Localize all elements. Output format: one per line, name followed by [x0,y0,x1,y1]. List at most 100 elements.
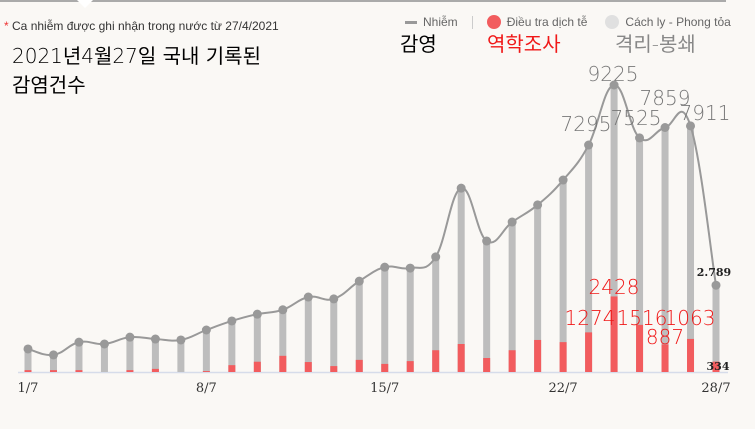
overlay-title-1: 2021년4월27일 국내 기록된 [12,44,261,68]
top-rule [0,0,726,2]
epi-data-label: 1274 [565,306,616,330]
infected-bar [304,297,312,372]
epi-data-label: 2428 [589,275,640,299]
epi-bar [24,370,32,372]
overlay-legend-quarantine: 격리-봉쇄 [615,32,696,56]
epi-bar [330,366,338,372]
infected-bar [457,188,465,372]
infected-point [507,217,517,227]
epi-data-label: 1516 [617,306,668,330]
epi-bar [712,361,720,372]
epi-data-label: 1063 [665,306,716,330]
epi-bar [279,355,287,372]
infected-bar [661,127,669,373]
infected-bar [126,337,134,372]
infected-bar [253,314,261,372]
infected-point [533,200,543,210]
legend-quarantine[interactable]: Cách ly - Phong tỏa [625,15,731,29]
infected-point [278,305,288,315]
x-tick-label: 28/7 [701,381,730,396]
infected-bar [508,222,516,372]
infected-point [125,332,135,342]
x-tick-label: 8/7 [196,381,217,396]
infected-point [609,80,619,90]
infected-point [456,183,466,193]
legend: Nhiễm Điều tra dịch tễ Cách ly - Phong t… [405,15,731,29]
x-tick-label: 1/7 [18,381,39,396]
epi-bar [151,368,159,372]
infected-bar [687,125,695,372]
infected-bar [381,267,389,372]
infected-point [48,350,58,360]
legend-quarantine-dot-icon [605,15,620,29]
infected-bar [228,320,236,372]
infected-point [584,140,594,150]
infected-point [482,236,492,246]
infected-bar [75,342,83,372]
x-tick-label: 15/7 [370,381,399,396]
epi-bar [508,350,516,372]
infected-bar [330,298,338,372]
infected-bar [100,344,108,372]
epi-bar [126,370,134,372]
infected-bar [610,85,618,372]
infected-point [711,280,721,290]
chart-note: * Ca nhiễm được ghi nhận trong nước từ 2… [4,19,279,33]
infected-point [176,335,186,345]
infected-bar [279,309,287,372]
epi-bar [304,362,312,372]
epi-bar [202,371,210,372]
legend-infected[interactable]: Nhiễm [423,15,458,29]
infected-data-label: 7295 [561,112,612,136]
epi-bar [585,332,593,372]
infected-point [329,294,339,304]
infected-bar [534,204,542,372]
legend-epi[interactable]: Điều tra dịch tễ [506,15,588,29]
infected-bar [151,339,159,372]
x-tick-label: 22/7 [549,381,578,396]
infected-point [431,252,441,262]
infected-bar [559,180,567,372]
infected-bar [202,330,210,372]
infected-bar [406,268,414,372]
infected-bar [432,256,440,372]
infected-point [303,292,313,302]
infected-point [252,309,262,319]
epi-bar [228,365,236,372]
epi-bar [457,344,465,372]
epi-bar [406,361,414,372]
infected-bar [49,354,57,372]
infected-data-label: 2.789 [697,266,731,279]
legend-line-icon [405,20,417,24]
infected-point [150,334,160,344]
infected-data-label: 7859 [640,86,691,110]
infected-bar [636,137,644,372]
infected-point [660,122,670,132]
infected-point [686,121,696,131]
epi-bar [661,344,669,372]
epi-bar [355,359,363,372]
infected-bar [585,145,593,372]
infected-point [23,344,33,354]
overlay-title-2: 감염건수 [12,73,86,97]
epi-bar [253,361,261,372]
note-text: Ca nhiễm được ghi nhận trong nước từ 27/… [12,19,279,33]
infected-bar [177,339,185,372]
infected-bar [24,348,32,372]
infected-point [201,325,211,335]
epi-data-label: 887 [646,325,684,349]
epi-bar [559,342,567,372]
infected-point [635,133,645,143]
infected-point [380,262,390,272]
note-star: * [4,19,9,33]
epi-bar [636,324,644,372]
epi-bar [49,370,57,372]
infected-point [74,337,84,347]
infected-point [558,175,568,185]
infected-point [405,263,415,273]
legend-separator [471,15,473,29]
epi-bar [75,370,83,372]
epi-bar [610,296,618,372]
tab-notch [77,0,93,8]
